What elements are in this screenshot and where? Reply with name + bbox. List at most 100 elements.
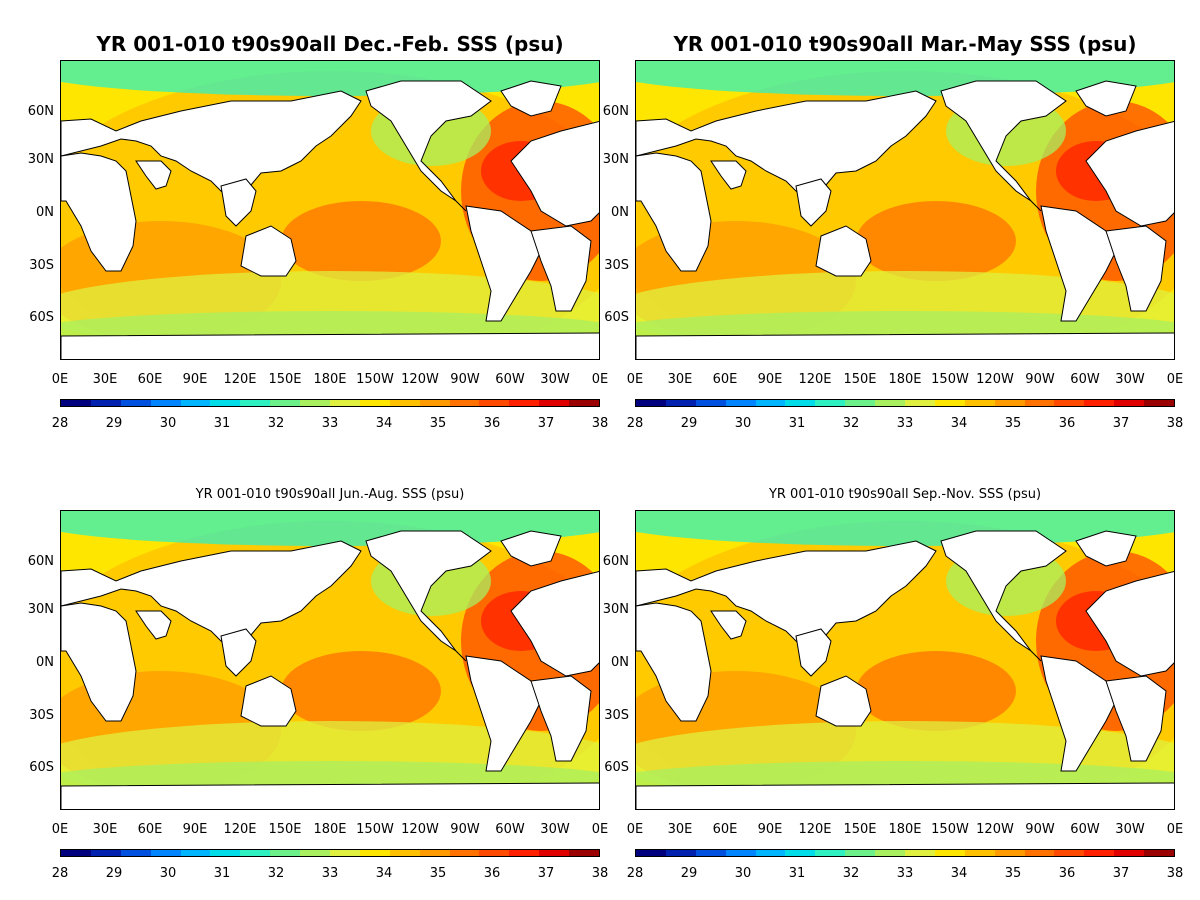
lat-tick-label: 30S bbox=[29, 258, 54, 273]
lon-tick-label: 60W bbox=[1070, 372, 1100, 387]
colorbar-swatch bbox=[150, 400, 181, 406]
colorbar-swatch bbox=[90, 850, 121, 856]
landmass-4 bbox=[240, 675, 297, 727]
colorbar-swatch bbox=[934, 400, 965, 406]
landmass-9 bbox=[1105, 225, 1167, 312]
colorbar-tick-label: 34 bbox=[375, 416, 393, 431]
colorbar-tick-label: 28 bbox=[51, 416, 69, 431]
landmass-2 bbox=[710, 610, 747, 640]
lon-tick-label: 90W bbox=[450, 822, 480, 837]
colorbar-swatch bbox=[964, 850, 995, 856]
map-panel-3: YR 001-010 t90s90all Jun.-Aug. SSS (psu)… bbox=[0, 450, 609, 900]
colorbar-swatch bbox=[1084, 400, 1115, 406]
colorbar-swatch bbox=[1084, 850, 1115, 856]
colorbar-swatch bbox=[815, 850, 846, 856]
colorbar-swatch bbox=[539, 400, 570, 406]
lon-tick-label: 150W bbox=[931, 822, 969, 837]
lon-tick-label: 0E bbox=[591, 372, 609, 387]
colorbar-tick-label: 30 bbox=[734, 416, 752, 431]
lon-tick-label: 150W bbox=[356, 372, 394, 387]
lat-tick-label: 30N bbox=[27, 602, 54, 617]
colorbar-swatch bbox=[875, 850, 906, 856]
colorbar-tick-label: 29 bbox=[680, 416, 698, 431]
lat-tick-label: 0N bbox=[611, 205, 629, 220]
landmass-10 bbox=[636, 782, 1174, 809]
lat-tick-label: 60S bbox=[604, 310, 629, 325]
lon-tick-label: 30E bbox=[667, 822, 693, 837]
lon-tick-label: 0E bbox=[51, 822, 69, 837]
colorbar-swatch bbox=[240, 400, 271, 406]
colorbar-swatch bbox=[270, 400, 301, 406]
colorbar-swatch bbox=[539, 850, 570, 856]
colorbar-swatch bbox=[755, 850, 786, 856]
colorbar-swatch bbox=[994, 850, 1025, 856]
lon-tick-label: 90E bbox=[757, 372, 783, 387]
colorbar-tick-label: 34 bbox=[375, 866, 393, 881]
lon-tick-label: 90W bbox=[450, 372, 480, 387]
lon-tick-label: 90E bbox=[757, 822, 783, 837]
lon-tick-label: 60W bbox=[1070, 822, 1100, 837]
landmass-7 bbox=[500, 80, 562, 117]
lon-tick-label: 30E bbox=[92, 372, 118, 387]
colorbar-tick-label: 29 bbox=[680, 866, 698, 881]
colorbar-tick-label: 33 bbox=[896, 866, 914, 881]
lon-tick-label: 0E bbox=[1166, 822, 1184, 837]
panel-title: YR 001-010 t90s90all Dec.-Feb. SSS (psu) bbox=[96, 32, 564, 56]
colorbar-swatch bbox=[905, 400, 935, 406]
colorbar-tick-label: 31 bbox=[213, 416, 231, 431]
landmass-1 bbox=[636, 152, 712, 272]
panel-title: YR 001-010 t90s90all Mar.-May SSS (psu) bbox=[673, 32, 1137, 56]
colorbar-swatch bbox=[725, 850, 756, 856]
colorbar-tick-label: 28 bbox=[626, 866, 644, 881]
colorbar-swatch bbox=[389, 400, 420, 406]
colorbar-swatch bbox=[300, 400, 331, 406]
colorbar-swatch bbox=[785, 400, 816, 406]
landmass-4 bbox=[815, 675, 872, 727]
colorbar-swatch bbox=[1024, 850, 1055, 856]
colorbar-swatch bbox=[359, 850, 390, 856]
landmass-7 bbox=[500, 530, 562, 567]
colorbar bbox=[60, 399, 600, 407]
colorbar bbox=[60, 849, 600, 857]
colorbar-tick-label: 31 bbox=[788, 416, 806, 431]
colorbar-tick-label: 38 bbox=[591, 416, 609, 431]
landmass-2 bbox=[135, 160, 172, 190]
lon-tick-label: 120E bbox=[223, 372, 257, 387]
lon-tick-label: 180E bbox=[313, 372, 347, 387]
lat-tick-label: 0N bbox=[36, 655, 54, 670]
lon-tick-label: 120W bbox=[976, 822, 1014, 837]
colorbar-swatch bbox=[150, 850, 181, 856]
colorbar-swatch bbox=[419, 850, 450, 856]
lat-tick-label: 0N bbox=[36, 205, 54, 220]
landmass-5 bbox=[365, 80, 492, 212]
colorbar-swatch bbox=[61, 400, 91, 406]
colorbar-swatch bbox=[934, 850, 965, 856]
lon-tick-label: 120E bbox=[798, 822, 832, 837]
colorbar-swatch bbox=[785, 850, 816, 856]
colorbar-swatch bbox=[1054, 850, 1085, 856]
lat-tick-label: 30S bbox=[29, 708, 54, 723]
lat-tick-label: 30N bbox=[27, 152, 54, 167]
colorbar-swatch bbox=[180, 400, 211, 406]
colorbar-tick-label: 31 bbox=[788, 866, 806, 881]
colorbar-swatch bbox=[875, 400, 906, 406]
colorbar-tick-label: 31 bbox=[213, 866, 231, 881]
map-frame bbox=[635, 60, 1175, 360]
colorbar-swatch bbox=[479, 850, 510, 856]
colorbar-swatch bbox=[964, 400, 995, 406]
landmass-4 bbox=[240, 225, 297, 277]
lon-tick-label: 180E bbox=[888, 822, 922, 837]
colorbar-swatch bbox=[300, 850, 331, 856]
colorbar-swatch bbox=[665, 400, 696, 406]
colorbar-tick-label: 35 bbox=[1004, 416, 1022, 431]
colorbar-swatch bbox=[120, 400, 151, 406]
colorbar-swatch bbox=[120, 850, 151, 856]
lon-tick-label: 120W bbox=[401, 372, 439, 387]
lon-tick-label: 120E bbox=[223, 822, 257, 837]
landmass-10 bbox=[636, 332, 1174, 359]
colorbar-swatch bbox=[569, 400, 600, 406]
salinity-map bbox=[636, 61, 1174, 359]
map-frame bbox=[635, 510, 1175, 810]
colorbar-swatch bbox=[330, 400, 360, 406]
colorbar-swatch bbox=[330, 850, 360, 856]
